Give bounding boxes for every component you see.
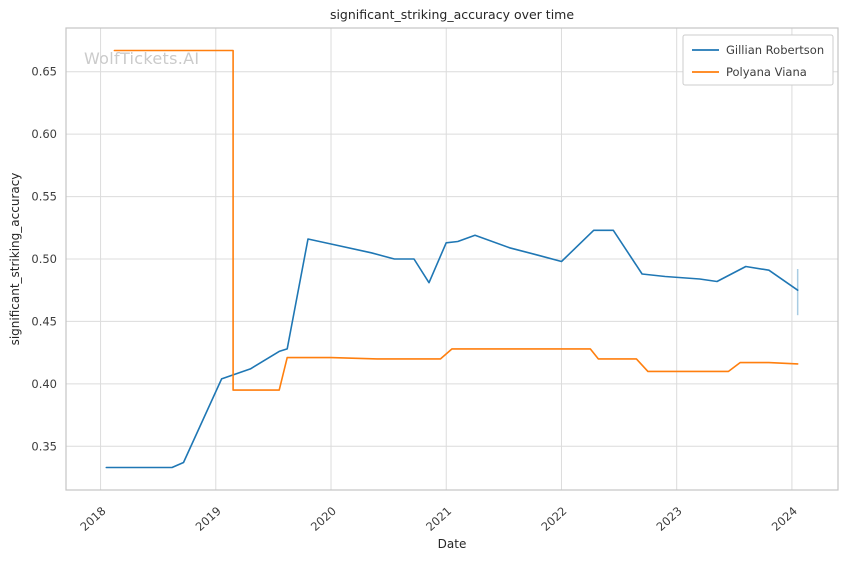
x-axis-label: Date [437,537,467,551]
y-tick-label: 0.65 [31,65,57,79]
x-tick-label: 2024 [769,504,800,534]
legend-label: Gillian Robertson [726,43,824,57]
series-line-1 [105,229,799,469]
chart-title: significant_striking_accuracy over time [329,7,575,22]
gridlines [66,28,838,490]
x-tick-label: 2022 [538,504,569,534]
y-tick-label: 0.60 [31,127,57,141]
watermark: WolfTickets.AI [84,49,200,68]
y-tick-label: 0.35 [31,439,57,453]
x-tick-label: 2018 [77,504,108,534]
y-tick-label: 0.45 [31,314,57,328]
y-tick-label: 0.55 [31,190,57,204]
tick-labels: 0.35 0.40 0.45 0.50 0.55 0.60 0.65 2018 2019 2020… [31,65,800,534]
y-tick-label: 0.50 [31,252,57,266]
x-tick-label: 2019 [193,504,224,534]
legend: Gillian Robertson Polyana Viana [682,34,834,86]
y-tick-label: 0.40 [31,377,57,391]
x-tick-label: 2020 [308,504,339,534]
x-tick-label: 2021 [423,504,454,534]
y-axis-label: significant_striking_accuracy [8,172,22,346]
plot-border [65,27,839,491]
legend-label: Polyana Viana [726,65,807,79]
x-tick-label: 2023 [654,504,685,534]
legend-box [682,34,834,86]
series-line-2 [113,49,799,391]
